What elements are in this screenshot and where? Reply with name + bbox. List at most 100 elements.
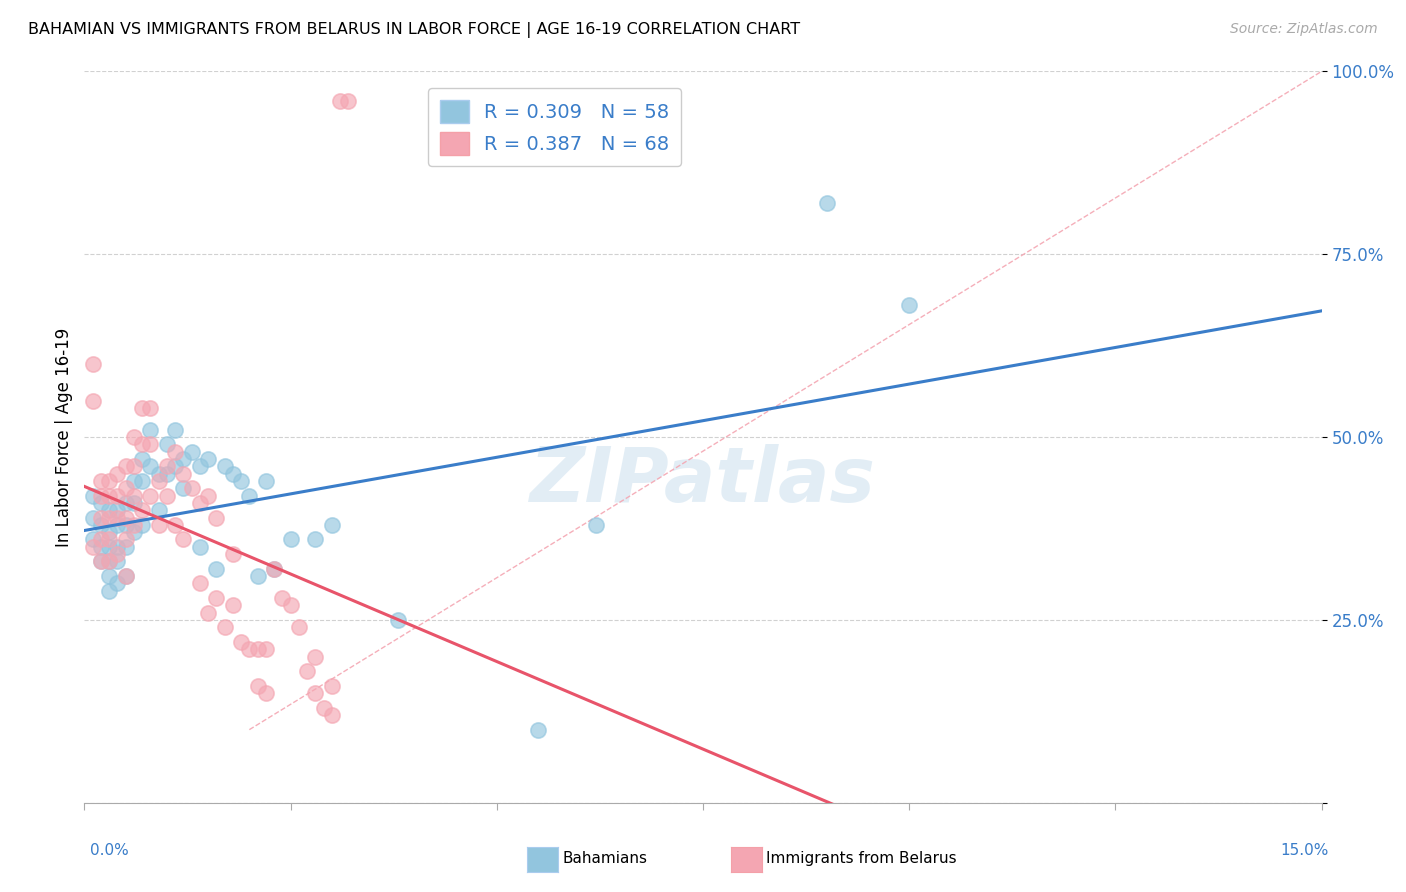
Point [254, 642, 277, 657]
Point [90, 474, 112, 488]
Point [105, 554, 128, 568]
Point [815, 196, 838, 211]
Point [337, 94, 360, 108]
Point [139, 437, 162, 451]
Point [105, 517, 128, 532]
Point [205, 591, 228, 605]
Point [156, 437, 179, 451]
Y-axis label: In Labor Force | Age 16-19: In Labor Force | Age 16-19 [55, 327, 73, 547]
Point [105, 540, 128, 554]
Point [172, 533, 194, 547]
Point [288, 620, 311, 634]
Point [90, 533, 112, 547]
Point [329, 94, 352, 108]
Point [263, 562, 285, 576]
Point [82, 357, 104, 371]
Point [165, 423, 187, 437]
Point [131, 474, 153, 488]
Point [304, 533, 326, 547]
Text: 0.0%: 0.0% [90, 843, 129, 858]
Text: Bahamians: Bahamians [562, 851, 647, 865]
Point [114, 517, 136, 532]
Point [165, 517, 187, 532]
Point [114, 481, 136, 495]
Point [188, 496, 211, 510]
Point [271, 591, 294, 605]
Text: Immigrants from Belarus: Immigrants from Belarus [766, 851, 957, 865]
Point [156, 489, 179, 503]
Point [254, 474, 277, 488]
Point [90, 540, 112, 554]
Point [114, 569, 136, 583]
Point [122, 430, 145, 444]
Point [139, 423, 162, 437]
Point [98, 540, 121, 554]
Point [105, 489, 128, 503]
Point [527, 723, 550, 737]
Point [321, 517, 343, 532]
Point [165, 459, 187, 474]
Point [98, 554, 121, 568]
Point [246, 569, 269, 583]
Point [148, 517, 170, 532]
Point [222, 547, 245, 561]
Point [148, 474, 170, 488]
Point [131, 437, 153, 451]
Point [122, 459, 145, 474]
Point [312, 700, 335, 714]
Point [304, 686, 326, 700]
Point [114, 496, 136, 510]
Point [105, 510, 128, 524]
Point [90, 554, 112, 568]
Point [188, 576, 211, 591]
Point [254, 686, 277, 700]
Point [105, 576, 128, 591]
Point [585, 517, 607, 532]
Point [98, 474, 121, 488]
Point [156, 459, 179, 474]
Point [82, 510, 104, 524]
Point [156, 467, 179, 481]
Point [304, 649, 326, 664]
Point [148, 467, 170, 481]
Point [105, 547, 128, 561]
Point [280, 533, 302, 547]
Point [98, 533, 121, 547]
Point [139, 401, 162, 415]
Point [139, 459, 162, 474]
Point [205, 562, 228, 576]
Point [82, 489, 104, 503]
Point [280, 599, 302, 613]
Point [180, 481, 202, 495]
Point [131, 401, 153, 415]
Point [122, 496, 145, 510]
Point [295, 664, 318, 678]
Point [122, 517, 145, 532]
Point [90, 554, 112, 568]
Point [246, 679, 269, 693]
Point [139, 489, 162, 503]
Point [114, 533, 136, 547]
Point [205, 510, 228, 524]
Point [90, 510, 112, 524]
Point [98, 510, 121, 524]
Point [114, 510, 136, 524]
Point [114, 459, 136, 474]
Point [222, 467, 245, 481]
Point [122, 474, 145, 488]
Point [214, 459, 236, 474]
Point [172, 452, 194, 467]
Point [82, 393, 104, 408]
Point [90, 489, 112, 503]
Point [238, 489, 260, 503]
Point [98, 489, 121, 503]
Point [188, 540, 211, 554]
Point [172, 481, 194, 495]
Point [263, 562, 285, 576]
Point [82, 533, 104, 547]
Point [321, 708, 343, 723]
Point [98, 583, 121, 598]
Point [165, 444, 187, 458]
Legend: R = 0.309   N = 58, R = 0.387   N = 68: R = 0.309 N = 58, R = 0.387 N = 68 [427, 88, 681, 167]
Point [131, 517, 153, 532]
